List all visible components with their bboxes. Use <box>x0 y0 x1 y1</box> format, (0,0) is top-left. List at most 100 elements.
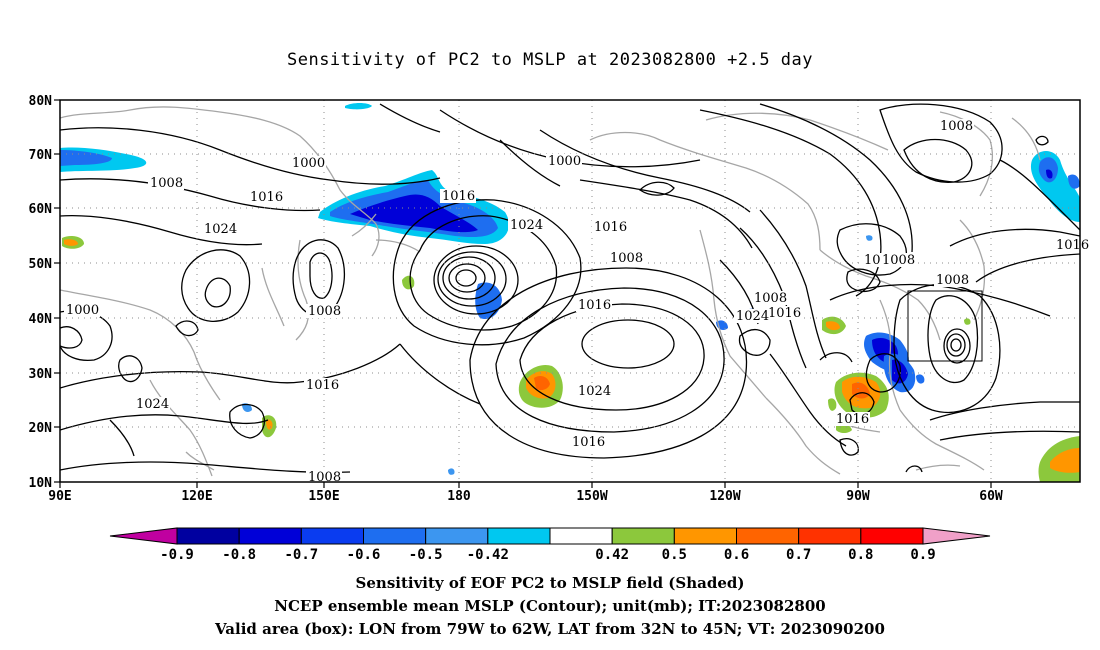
colorbar-swatch <box>860 527 924 545</box>
contour-label: 1024 <box>510 218 543 233</box>
contour-label: 1008 <box>882 253 915 268</box>
colorbar-label: -0.8 <box>222 547 256 563</box>
contour-label-bg <box>880 253 916 267</box>
contour-label-bg <box>834 412 870 426</box>
contour-label: 1024 <box>204 222 237 237</box>
colorbar-label: 0.8 <box>848 547 873 563</box>
longitude-labels: 90E 120E 150E 180 150W 120W 90W 60W <box>48 489 1003 504</box>
contour-label: 1016 <box>836 412 869 427</box>
contour-label: 1008 <box>940 119 973 134</box>
contour-label-bg <box>766 306 802 320</box>
contour-label: 1016 <box>250 190 283 205</box>
colorbar-swatch <box>238 527 302 545</box>
contour-label: 1008 <box>936 273 969 288</box>
contour-label: 1008 <box>150 176 183 191</box>
lon-tick-label: 90W <box>846 489 870 504</box>
map-frame <box>59 99 1081 483</box>
plot-title: Sensitivity of PC2 to MSLP at 2023082800… <box>286 50 813 70</box>
contour-label: 1016 <box>306 378 339 393</box>
contour-label: 1000 <box>66 303 99 318</box>
lon-tick-label: 180 <box>447 489 471 504</box>
contour-label: 1016 <box>572 435 605 450</box>
contour-label: 1024 <box>578 384 611 399</box>
contour-label-bg <box>306 470 342 484</box>
contour-label-bg <box>290 156 326 170</box>
contour-label-bg <box>202 222 238 236</box>
contour-label-bg <box>570 435 606 449</box>
contour-label-bg <box>576 384 612 398</box>
lon-tick-label: 150E <box>308 489 339 504</box>
colorbar-swatch <box>549 527 613 545</box>
contour-label: 1008 <box>754 291 787 306</box>
colorbar-label: 0.5 <box>662 547 687 563</box>
colorbar-swatch <box>673 527 737 545</box>
colorbar-label: 0.6 <box>724 547 749 563</box>
contour-label: 1016 <box>578 298 611 313</box>
colorbar-swatch <box>176 527 240 545</box>
caption-line-2: NCEP ensemble mean MSLP (Contour); unit(… <box>274 597 826 615</box>
contour-label: 1008 <box>610 251 643 266</box>
contour-label-bg <box>934 273 970 287</box>
contour-label-bg <box>508 218 544 232</box>
contour-label-bg <box>576 298 612 312</box>
contour-label-bg <box>304 378 340 392</box>
colorbar-label: -0.6 <box>347 547 381 563</box>
lat-tick-label: 30N <box>29 367 53 382</box>
lat-tick-label: 20N <box>29 421 53 436</box>
colorbar-labels: -0.9 -0.8 -0.7 -0.6 -0.5 -0.42 0.42 0.5 0.6 0.7 0.… <box>160 547 936 563</box>
contour-label: 1016 <box>768 306 801 321</box>
valid-area-box <box>907 290 983 362</box>
lon-tick-label: 150W <box>576 489 607 504</box>
contour-label: 1024 <box>736 309 769 324</box>
colorbar-label: 0.7 <box>786 547 811 563</box>
contour-label-bg <box>306 304 342 318</box>
colorbar-label: -0.7 <box>284 547 318 563</box>
colorbar <box>109 527 991 545</box>
colorbar-swatch <box>363 527 427 545</box>
contour-label-bg <box>134 397 170 411</box>
lat-tick-label: 80N <box>29 94 53 109</box>
contour-label: 1024 <box>136 397 169 412</box>
contour-label: 1008 <box>308 304 341 319</box>
contour-label-bg <box>592 220 628 234</box>
lat-tick-label: 10N <box>29 476 53 491</box>
colorbar-label: 0.9 <box>910 547 935 563</box>
tick-marks <box>54 99 992 488</box>
contour-label: 1016 <box>442 189 475 204</box>
lat-tick-label: 50N <box>29 257 53 272</box>
lat-tick-label: 40N <box>29 312 53 327</box>
colorbar-label: -0.5 <box>409 547 443 563</box>
caption-line-1: Sensitivity of EOF PC2 to MSLP field (Sh… <box>355 574 745 592</box>
contour-label-bg <box>440 189 476 203</box>
contour-label: 1016 <box>1056 238 1089 253</box>
colorbar-swatch <box>300 527 365 545</box>
contour-label-bg <box>608 251 644 265</box>
colorbar-swatch <box>611 527 675 545</box>
contour-label-bg <box>148 176 184 190</box>
contour-label: 1000 <box>548 154 581 169</box>
lon-tick-label: 90E <box>48 489 71 504</box>
lon-tick-label: 60W <box>979 489 1003 504</box>
colorbar-swatch <box>487 527 551 545</box>
colorbar-extend-high <box>922 527 991 545</box>
colorbar-extend-low <box>109 527 178 545</box>
contour-label-bg <box>734 309 770 323</box>
contour-label-bg <box>248 190 284 204</box>
lon-tick-label: 120E <box>181 489 212 504</box>
contour-label-bg <box>938 119 974 133</box>
latitude-labels: 80N 70N 60N 50N 40N 30N 20N 10N <box>29 94 53 491</box>
contour-label: 1016 <box>594 220 627 235</box>
colorbar-label: 0.42 <box>595 547 629 563</box>
contour-label-bg <box>64 303 100 317</box>
colorbar-swatch <box>736 527 800 545</box>
colorbar-label: -0.9 <box>160 547 194 563</box>
lat-tick-label: 70N <box>29 148 53 163</box>
colorbar-label: -0.42 <box>467 547 509 563</box>
contour-label: 1000 <box>292 156 325 171</box>
lon-tick-label: 120W <box>709 489 740 504</box>
colorbar-swatch <box>798 527 862 545</box>
contour-label-bg <box>546 154 582 168</box>
contour-label-bg <box>752 291 788 305</box>
